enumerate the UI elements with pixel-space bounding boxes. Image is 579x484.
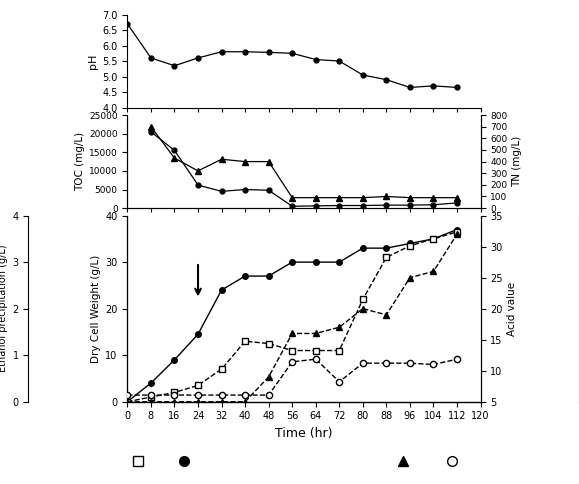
Y-axis label: TOC (mg/L): TOC (mg/L) (75, 132, 85, 191)
Y-axis label: Acid value: Acid value (507, 282, 517, 336)
Y-axis label: TN (mg/L): TN (mg/L) (512, 136, 522, 187)
Y-axis label: Dry Cell Weight (g/L): Dry Cell Weight (g/L) (91, 255, 101, 363)
Y-axis label: pH: pH (88, 53, 98, 69)
X-axis label: Time (hr): Time (hr) (275, 427, 333, 440)
Y-axis label: Ethanol precipitation (g/L): Ethanol precipitation (g/L) (0, 245, 8, 373)
